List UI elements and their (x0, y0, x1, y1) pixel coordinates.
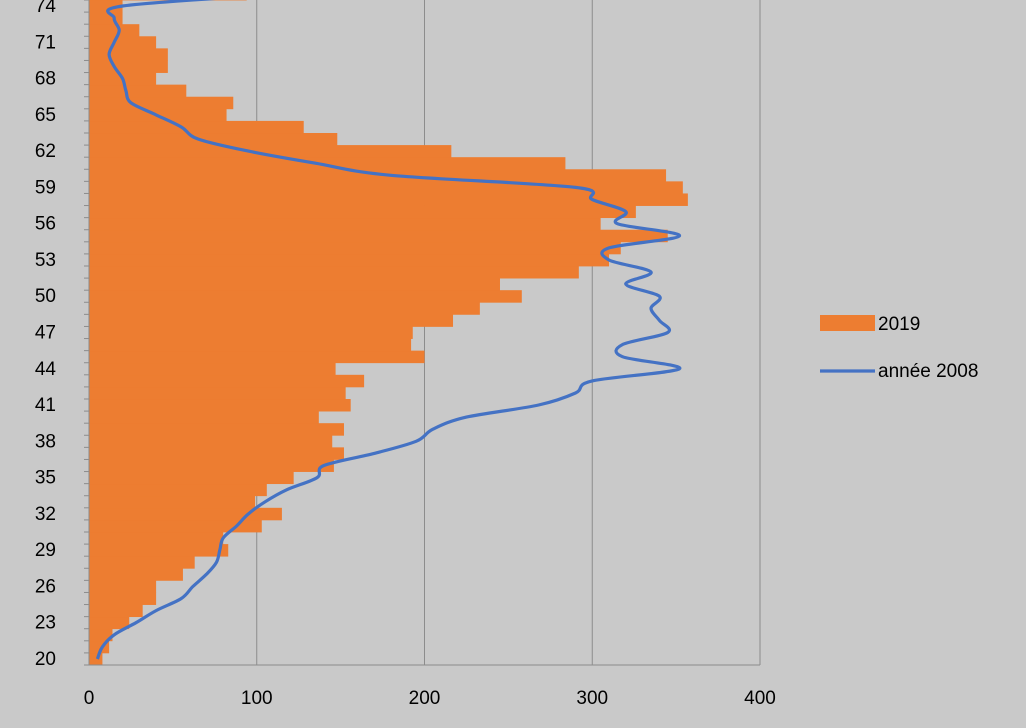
bar-2019-age-30 (89, 532, 224, 545)
y-tick-label: 71 (35, 32, 56, 53)
bar-2019-age-60 (89, 169, 667, 182)
y-tick-label: 38 (35, 431, 56, 452)
bar-2019-age-42 (89, 386, 346, 400)
bar-2019-age-53 (89, 253, 610, 267)
y-tick-label: 44 (35, 359, 57, 380)
bar-2019-age-56 (89, 217, 601, 231)
bar-2019-age-40 (89, 411, 319, 424)
bar-2019-age-72 (89, 24, 140, 37)
line-series-annee-2008 (95, 0, 682, 660)
bar-2019-age-26 (89, 580, 157, 593)
legend-label-2019: 2019 (878, 314, 920, 335)
bar-2019-age-70 (89, 48, 168, 61)
bar-2019-age-38 (89, 435, 333, 448)
bar-2019-age-25 (89, 592, 157, 605)
x-tick-label: 200 (409, 688, 441, 709)
bar-2019-age-44 (89, 362, 336, 376)
y-tick-label: 68 (35, 69, 56, 90)
bar-2019-age-36 (89, 459, 334, 472)
y-tick-label: 32 (35, 504, 56, 525)
x-tick-label: 100 (241, 688, 273, 709)
bar-2019-age-32 (89, 507, 282, 521)
bar-2019-age-24 (89, 604, 143, 618)
bar-2019-age-58 (89, 193, 688, 206)
bar-2019-age-47 (89, 326, 413, 339)
bar-2019-age-69 (89, 60, 168, 73)
bar-2019-age-57 (89, 205, 636, 219)
bar-2019-age-50 (89, 290, 522, 303)
x-tick-label: 300 (576, 688, 608, 709)
line-annee-2008 (95, 0, 682, 660)
bar-2019-age-51 (89, 278, 500, 291)
bar-2019-age-29 (89, 544, 229, 557)
y-tick-label: 59 (35, 177, 56, 198)
y-tick-label: 20 (35, 649, 56, 670)
bar-2019-age-55 (89, 229, 668, 243)
bar-2019-age-54 (89, 241, 621, 255)
bar-2019-age-41 (89, 399, 351, 412)
bar-2019-age-22 (89, 628, 113, 642)
bar-2019-age-64 (89, 120, 304, 134)
y-tick-label: 29 (35, 540, 56, 561)
bar-2019-age-27 (89, 568, 183, 581)
bar-2019-age-33 (89, 495, 256, 509)
bar-2019-age-73 (89, 12, 123, 25)
y-tick-label: 53 (35, 250, 56, 271)
x-tick-labels: 0 100 200 300 400 (84, 688, 776, 709)
y-tick-label: 62 (35, 141, 56, 162)
bar-2019-age-46 (89, 338, 412, 352)
bar-2019-age-43 (89, 374, 365, 388)
bar-2019-age-71 (89, 36, 157, 49)
bar-2019-age-37 (89, 447, 344, 460)
bar-2019-age-49 (89, 302, 480, 315)
bar-series-2019 (89, 0, 688, 666)
bar-2019-age-35 (89, 471, 294, 485)
y-tick-label: 47 (35, 323, 56, 344)
y-tick-label: 50 (35, 286, 56, 307)
y-tick-label: 74 (35, 0, 57, 17)
y-tick-label: 23 (35, 613, 56, 634)
bar-2019-age-45 (89, 350, 425, 364)
bar-2019-age-28 (89, 556, 195, 569)
legend-label-annee-2008: année 2008 (878, 361, 978, 382)
y-tick-label: 56 (35, 214, 56, 235)
bar-2019-age-74 (89, 0, 123, 13)
axes (84, 0, 760, 666)
bar-2019-age-39 (89, 423, 344, 436)
legend: 2019 année 2008 (820, 314, 978, 382)
bar-2019-age-48 (89, 314, 454, 327)
bar-2019-age-34 (89, 483, 267, 497)
y-tick-label: 41 (35, 395, 56, 416)
y-tick-label: 65 (35, 105, 56, 126)
bar-2019-age-66 (89, 96, 234, 110)
legend-swatch-2019 (820, 315, 875, 331)
x-tick-label: 0 (84, 688, 95, 709)
x-tick-label: 400 (744, 688, 776, 709)
bar-2019-age-52 (89, 266, 579, 279)
y-tick-label: 26 (35, 576, 56, 597)
bar-2019-age-63 (89, 133, 338, 146)
y-tick-label: 35 (35, 468, 56, 489)
bar-2019-age-61 (89, 157, 566, 170)
bar-2019-age-67 (89, 84, 187, 98)
bar-2019-age-31 (89, 519, 262, 533)
y-tick-labels: 20 23 26 29 32 35 38 41 44 47 50 53 56 59 62 65 68 71 74 (35, 0, 57, 670)
bar-2019-age-23 (89, 616, 130, 630)
bar-2019-age-62 (89, 145, 452, 158)
